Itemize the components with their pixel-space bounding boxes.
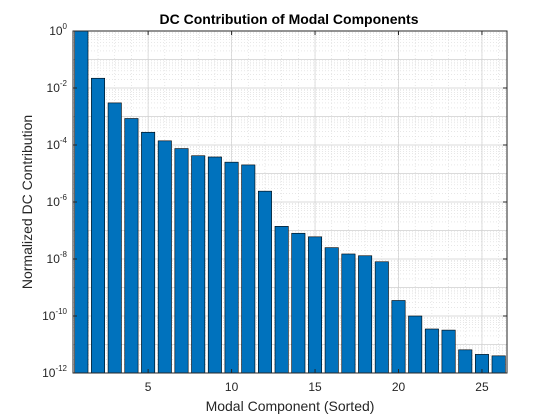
- bar: [91, 77, 106, 374]
- y-axis-label: Normalized DC Contribution: [19, 115, 35, 289]
- axis-ticks: [73, 30, 507, 374]
- bar: [274, 226, 289, 374]
- x-tick-label: 25: [475, 380, 489, 394]
- bar: [241, 164, 256, 374]
- bar: [291, 232, 306, 374]
- y-tick-label: 10-8: [47, 250, 68, 266]
- bar: [491, 355, 506, 374]
- y-tick-label: 100: [49, 22, 67, 38]
- bar: [141, 131, 156, 374]
- bar: [358, 255, 373, 374]
- y-tick-label: 10-6: [47, 193, 68, 209]
- bar: [191, 155, 206, 374]
- bar: [308, 236, 323, 374]
- bar: [124, 118, 139, 374]
- bar: [324, 247, 339, 374]
- x-tick-label: 20: [392, 380, 406, 394]
- bar: [458, 349, 473, 374]
- bar: [157, 140, 172, 374]
- x-axis-tick-labels: 5 10 15 20 25: [145, 380, 489, 394]
- x-tick-label: 15: [308, 380, 322, 394]
- bar: [341, 253, 356, 374]
- y-tick-label: 10-4: [47, 136, 68, 152]
- bar: [257, 190, 272, 374]
- y-tick-label: 10-2: [47, 79, 68, 95]
- bar: [424, 328, 439, 374]
- bar: [107, 102, 122, 374]
- bar: [224, 161, 239, 374]
- chart-title: DC Contribution of Modal Components: [160, 11, 419, 27]
- bar: [391, 300, 406, 374]
- bar: [408, 315, 423, 374]
- bar: [207, 156, 222, 374]
- x-tick-label: 10: [225, 380, 239, 394]
- bar: [441, 329, 456, 374]
- y-tick-label: 10-12: [42, 364, 67, 380]
- y-tick-label: 10-10: [42, 307, 67, 323]
- bar: [174, 148, 189, 374]
- bar: [374, 261, 389, 374]
- y-axis-tick-labels: 100 10-2 10-4 10-6 10-8 10-10 10-12: [42, 22, 67, 380]
- x-tick-label: 5: [145, 380, 152, 394]
- x-axis-label: Modal Component (Sorted): [206, 398, 375, 414]
